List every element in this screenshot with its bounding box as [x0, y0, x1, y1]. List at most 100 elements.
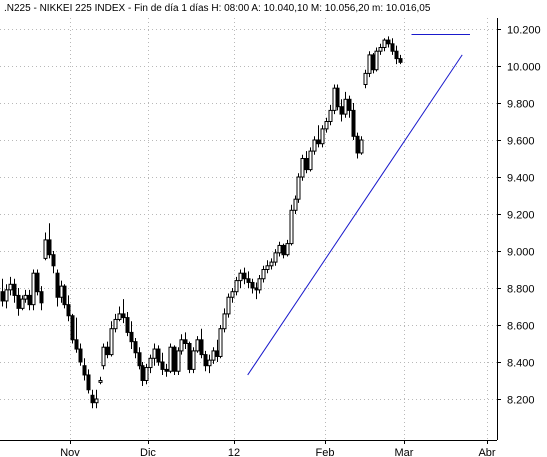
candle-17	[66, 295, 71, 322]
candle-body-68	[265, 265, 270, 270]
candle-body-98	[382, 39, 387, 48]
candle-63	[246, 271, 251, 288]
candle-99	[386, 36, 391, 48]
candle-38	[148, 354, 153, 374]
candle-body-0	[0, 291, 5, 302]
trendlines	[247, 34, 470, 376]
candle-78	[304, 151, 309, 174]
candle-23	[90, 389, 95, 409]
candle-43	[168, 343, 173, 374]
candle-8	[31, 269, 36, 311]
candle-body-40	[156, 348, 161, 363]
candle-74	[289, 204, 294, 246]
candle-2	[8, 276, 13, 296]
candle-body-71	[277, 244, 282, 254]
candle-94	[367, 51, 372, 78]
y-tick-label-2: 8.600	[507, 321, 535, 333]
candle-102	[398, 54, 403, 65]
y-tick-label-3: 8.800	[507, 284, 535, 296]
candle-body-37	[144, 367, 149, 381]
y-tick-label-8: 9.800	[507, 99, 535, 111]
candle-31	[121, 299, 126, 324]
candle-3	[12, 278, 17, 303]
candle-body-32	[125, 317, 130, 333]
candle-body-24	[94, 398, 99, 404]
candle-body-63	[246, 278, 251, 283]
header-hour: H: 08:00	[211, 3, 249, 14]
candle-46	[179, 334, 184, 355]
candle-body-30	[117, 313, 122, 320]
candle-6	[23, 289, 28, 303]
candle-4	[16, 288, 21, 316]
candle-80	[312, 136, 317, 155]
candle-59	[230, 288, 235, 303]
candle-body-42	[164, 368, 169, 372]
candle-body-81	[316, 139, 321, 145]
candle-body-88	[343, 98, 348, 115]
candle-body-10	[39, 291, 44, 304]
candle-29	[113, 313, 118, 333]
candle-20	[78, 343, 83, 366]
candle-body-39	[152, 348, 157, 359]
candle-body-5	[20, 298, 25, 309]
candle-body-49	[191, 350, 196, 370]
candle-body-29	[113, 318, 118, 330]
candle-12	[47, 223, 52, 259]
x-tick-label-2: 12	[228, 447, 240, 457]
candle-body-7	[27, 294, 32, 306]
candle-19	[74, 317, 79, 353]
candle-body-20	[78, 348, 83, 363]
header-high: M: 10.056,20	[311, 3, 370, 14]
candle-34	[133, 337, 138, 359]
y-tick-label-4: 9.000	[507, 247, 535, 259]
candle-60	[234, 276, 239, 296]
candle-71	[277, 241, 282, 257]
candle-body-79	[308, 150, 313, 171]
candle-88	[343, 91, 348, 118]
candle-body-73	[285, 243, 290, 256]
candle-body-1	[4, 289, 9, 302]
candle-49	[191, 347, 196, 374]
candle-14	[55, 269, 60, 307]
candle-body-43	[168, 346, 173, 372]
candle-body-22	[86, 374, 91, 391]
candle-body-64	[250, 281, 255, 289]
candle-body-97	[378, 47, 383, 52]
candle-body-89	[347, 98, 352, 111]
grid-lines	[0, 18, 497, 440]
candle-body-57	[222, 313, 227, 330]
candle-21	[82, 358, 87, 381]
candle-body-31	[121, 313, 126, 319]
candles	[0, 36, 403, 409]
candle-body-60	[234, 280, 239, 293]
candle-73	[285, 239, 290, 257]
candle-body-92	[359, 139, 364, 154]
candle-101	[394, 45, 399, 65]
candle-body-70	[273, 252, 278, 263]
support-trendline[interactable]	[247, 54, 463, 376]
candle-body-51	[199, 339, 204, 356]
candle-32	[125, 312, 130, 337]
candle-25	[98, 376, 103, 385]
candle-body-35	[137, 352, 142, 367]
candle-92	[359, 136, 364, 155]
candle-body-93	[363, 72, 368, 86]
candle-body-87	[339, 106, 344, 115]
candle-86	[335, 84, 340, 111]
candle-68	[265, 260, 270, 274]
candle-44	[172, 345, 177, 375]
candle-body-102	[398, 58, 403, 63]
candle-13	[51, 251, 56, 274]
y-tick-label-9: 10.000	[507, 62, 541, 74]
candle-27	[105, 341, 110, 359]
candle-7	[27, 289, 32, 311]
candle-body-99	[386, 39, 391, 45]
candle-39	[152, 343, 157, 366]
candle-26	[101, 343, 106, 370]
x-tick-label-4: Mar	[395, 447, 414, 457]
candle-body-101	[394, 50, 399, 60]
candle-28	[109, 321, 114, 357]
candle-35	[137, 347, 142, 370]
candle-56	[218, 325, 223, 359]
candle-82	[320, 125, 325, 148]
